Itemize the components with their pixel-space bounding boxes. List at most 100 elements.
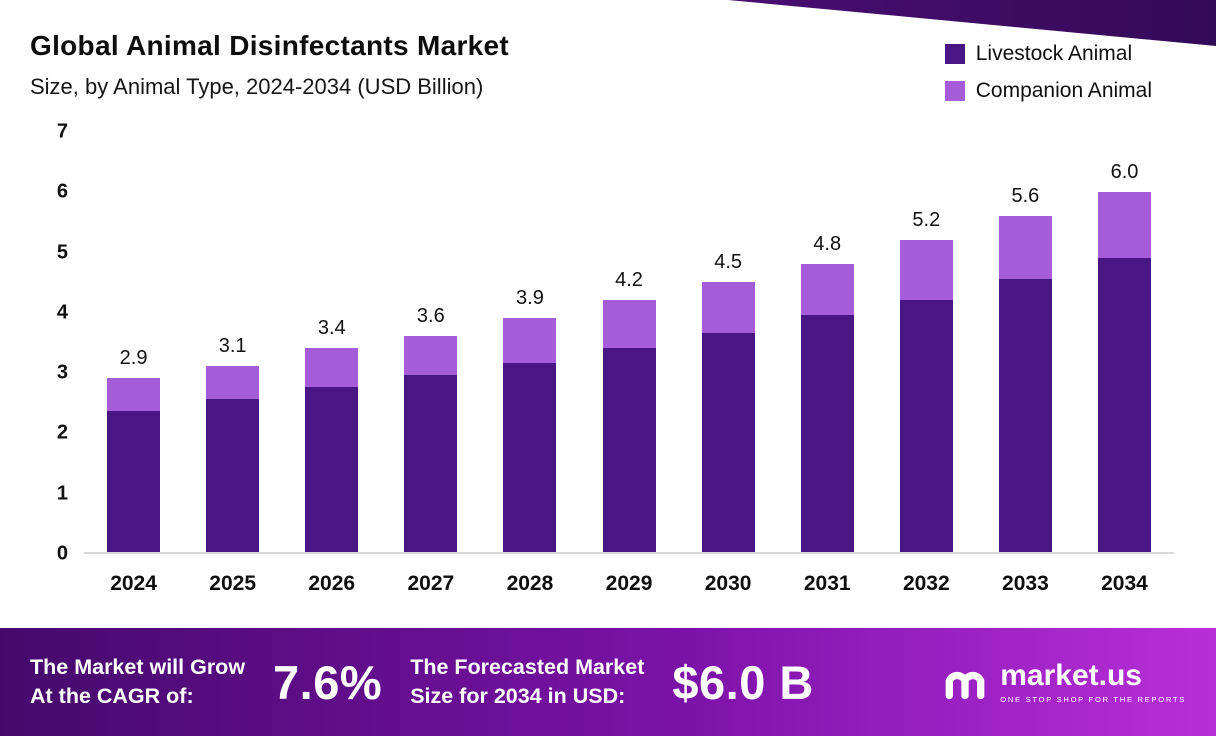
corner-ribbon-decoration: [728, 0, 1216, 46]
segment-livestock: [602, 348, 656, 552]
x-axis-label: 2024: [110, 572, 157, 595]
bottom-banner: The Market will Grow At the CAGR of: 7.6…: [0, 628, 1216, 736]
bar-total-label: 4.8: [813, 233, 842, 255]
y-tick-label: 1: [56, 482, 68, 505]
bar-group-2032: 5.2: [877, 132, 976, 552]
segment-livestock: [899, 300, 953, 552]
segment-livestock: [206, 399, 260, 552]
stacked-bar: [899, 240, 953, 552]
legend-label-companion: Companion Animal: [975, 79, 1152, 102]
x-axis-label: 2030: [704, 572, 752, 595]
stacked-bar: [1097, 192, 1151, 552]
x-axis-label: 2029: [605, 572, 653, 595]
stacked-bar: [800, 264, 854, 552]
legend-swatch-livestock: [944, 44, 965, 64]
x-axis-label: 2033: [1002, 572, 1049, 595]
forecast-label-line2: Size for 2034 in USD:: [410, 684, 626, 708]
x-axis-label: 2025: [209, 572, 256, 595]
bar-total-label: 3.6: [416, 305, 445, 327]
y-tick-label: 7: [56, 120, 68, 143]
bar-group-2030: 4.5: [679, 132, 778, 552]
page-subtitle: Size, by Animal Type, 2024-2034 (USD Bil…: [30, 74, 484, 99]
legend-item-livestock: Livestock Animal: [944, 42, 1152, 66]
y-tick-label: 3: [56, 361, 68, 384]
chart-legend: Livestock Animal Companion Animal: [944, 42, 1152, 103]
bar-total-label: 3.1: [218, 335, 247, 357]
bar-total-label: 4.2: [615, 269, 643, 291]
segment-companion: [305, 348, 359, 387]
y-axis: 0 1 2 3 4 5 6 7: [36, 121, 84, 565]
y-tick-label: 5: [56, 241, 68, 264]
cagr-label: The Market will Grow At the CAGR of:: [30, 653, 245, 711]
segment-livestock: [107, 411, 161, 552]
bar-total-label: 4.5: [714, 251, 743, 273]
plot-area: 2.9 3.1 3.4 3.6 3.9 4.2 4.5 4.8 5.2 5.6 6.0: [84, 132, 1174, 554]
y-tick-label: 0: [56, 542, 68, 565]
segment-companion: [701, 282, 755, 333]
stacked-bar: [701, 282, 755, 552]
stacked-bar: [206, 366, 260, 552]
x-axis-label: 2032: [902, 572, 950, 595]
x-axis-label: 2026: [308, 572, 356, 595]
stacked-bar: [602, 300, 656, 552]
segment-livestock: [1097, 258, 1151, 552]
segment-companion: [800, 264, 854, 315]
bar-total-label: 6.0: [1110, 161, 1139, 183]
stacked-bar-chart: 0 1 2 3 4 5 6 7 2.9 3.1 3.4 3.6 3.9 4.2 4.5 4.8 5.2 5.6 6…: [36, 121, 1174, 565]
bar-group-2033: 5.6: [976, 132, 1075, 552]
segment-companion: [1097, 192, 1151, 258]
cagr-label-line2: At the CAGR of:: [30, 684, 194, 708]
bar-group-2027: 3.6: [381, 132, 480, 552]
forecast-value: $6.0 B: [672, 655, 814, 709]
segment-companion: [206, 366, 260, 399]
forecast-label-line1: The Forecasted Market: [410, 654, 645, 679]
segment-companion: [503, 318, 557, 363]
bar-total-label: 3.9: [516, 287, 544, 309]
y-tick-label: 4: [56, 301, 68, 324]
bar-group-2034: 6.0: [1075, 132, 1174, 552]
segment-companion: [107, 378, 161, 411]
page-title: Global Animal Disinfectants Market: [30, 30, 510, 61]
bar-total-label: 5.2: [912, 209, 941, 231]
bar-total-label: 5.6: [1011, 185, 1040, 207]
bar-group-2024: 2.9: [84, 132, 183, 552]
x-axis-label: 2028: [506, 572, 554, 595]
segment-companion: [404, 336, 458, 375]
bar-group-2025: 3.1: [183, 132, 282, 552]
segment-livestock: [305, 387, 359, 552]
segment-livestock: [701, 333, 755, 552]
segment-livestock: [998, 279, 1052, 552]
segment-livestock: [404, 375, 458, 552]
bar-group-2028: 3.9: [480, 132, 579, 552]
forecast-label: The Forecasted Market Size for 2034 in U…: [410, 653, 644, 711]
marketus-logo-icon: [945, 671, 985, 700]
marketus-logo: market.us ONE STOP SHOP FOR THE REPORTS: [942, 659, 1186, 705]
bar-total-label: 2.9: [119, 347, 148, 369]
segment-livestock: [800, 315, 854, 552]
stacked-bar: [503, 318, 557, 552]
stacked-bar: [305, 348, 359, 552]
logo-tagline: ONE STOP SHOP FOR THE REPORTS: [1000, 694, 1186, 704]
bar-group-2029: 4.2: [579, 132, 678, 552]
legend-item-companion: Companion Animal: [944, 79, 1152, 103]
x-axis: 2024 2025 2026 2027 2028 2029 2030 2031 2032 2033…: [84, 572, 1174, 596]
x-axis-label: 2027: [407, 572, 455, 595]
y-tick-label: 6: [56, 180, 68, 203]
cagr-value: 7.6%: [273, 655, 383, 709]
stacked-bar: [404, 336, 458, 552]
segment-companion: [899, 240, 953, 300]
x-axis-label: 2031: [803, 572, 851, 595]
legend-swatch-companion: [944, 81, 965, 101]
cagr-label-line1: The Market will Grow: [30, 654, 246, 679]
logo-text-block: market.us ONE STOP SHOP FOR THE REPORTS: [1000, 660, 1186, 704]
segment-livestock: [503, 363, 557, 552]
bar-group-2026: 3.4: [282, 132, 381, 552]
bar-total-label: 3.4: [317, 317, 346, 339]
segment-companion: [602, 300, 656, 348]
x-axis-label: 2034: [1101, 572, 1148, 595]
bar-group-2031: 4.8: [778, 132, 877, 552]
y-tick-label: 2: [56, 421, 68, 444]
legend-label-livestock: Livestock Animal: [975, 42, 1133, 65]
stacked-bar: [107, 378, 161, 552]
